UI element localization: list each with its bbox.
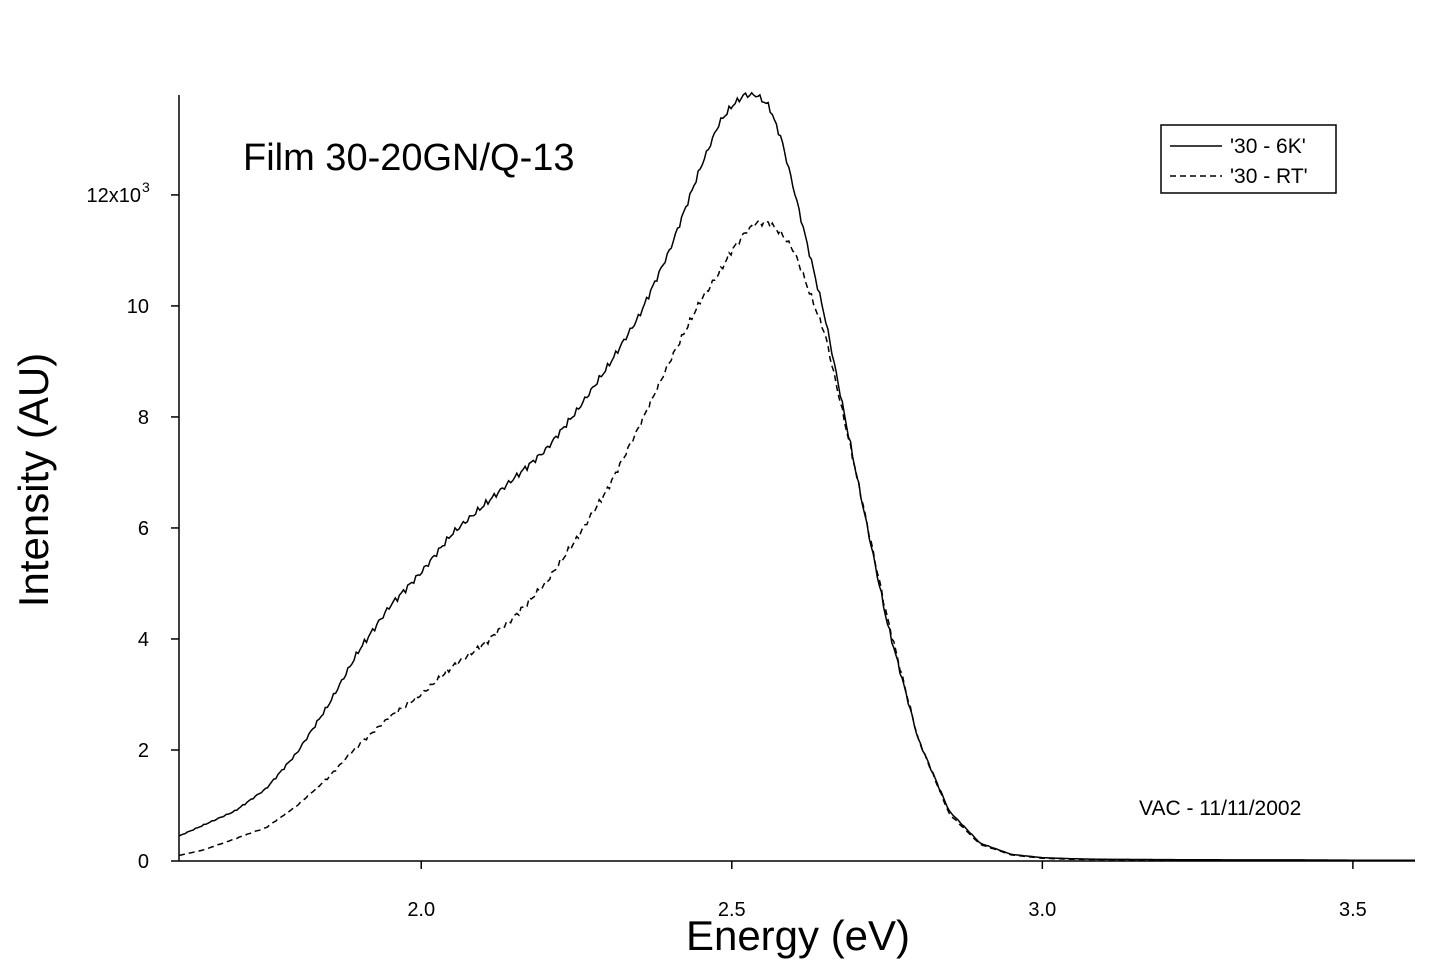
- y-tick-label: 4: [138, 629, 149, 651]
- series-line-rt: [178, 220, 1415, 862]
- plot-title: Film 30-20GN/Q-13: [243, 137, 575, 179]
- y-tick-label: 2: [138, 740, 149, 762]
- x-tick-label: 3.5: [1339, 899, 1367, 921]
- y-ticks: 0 2 4 6 8 10 12x10 3: [87, 179, 179, 873]
- legend-label-6k: '30 - 6K': [1230, 135, 1306, 158]
- legend-label-rt: '30 - RT': [1230, 165, 1308, 188]
- series-line-6k: [178, 91, 1415, 861]
- y-multiplier-exponent: 3: [142, 179, 150, 195]
- series-layer: [178, 91, 1415, 862]
- axes: [178, 95, 1415, 862]
- y-axis-title: Intensity (AU): [10, 353, 57, 607]
- y-tick-label: 12x10: [87, 185, 142, 207]
- x-axis-title: Energy (eV): [686, 912, 910, 959]
- y-tick-label: 8: [138, 407, 149, 429]
- y-tick-label: 6: [138, 518, 149, 540]
- legend: '30 - 6K' '30 - RT': [1160, 124, 1337, 194]
- date-annotation: VAC - 11/11/2002: [1139, 797, 1301, 820]
- x-tick-label: 3.0: [1028, 899, 1056, 921]
- x-tick-label: 2.0: [407, 899, 435, 921]
- x-tick-label: 2.5: [718, 899, 746, 921]
- y-tick-label: 10: [127, 296, 149, 318]
- x-ticks: 2.0 2.5 3.0 3.5: [407, 861, 1367, 921]
- y-tick-label: 0: [138, 851, 149, 873]
- legend-box: [1160, 124, 1337, 194]
